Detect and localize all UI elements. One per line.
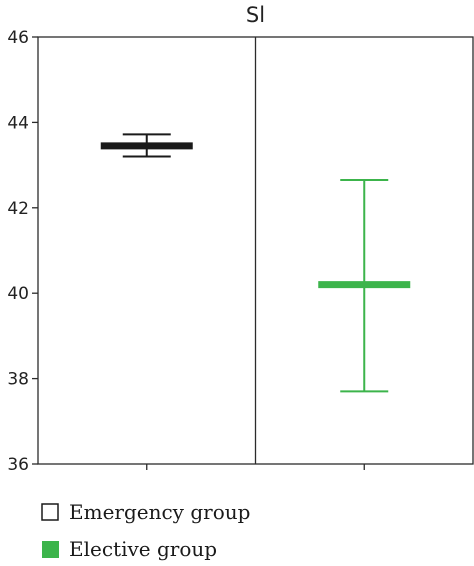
y-tick-label: 44 xyxy=(7,113,29,133)
chart-title: Sl xyxy=(246,3,265,27)
legend-swatch xyxy=(42,541,59,558)
y-tick-label: 40 xyxy=(7,284,29,304)
x-axis xyxy=(146,464,365,470)
legend: Emergency group Elective group xyxy=(41,500,250,561)
y-axis: 36 38 40 42 44 46 xyxy=(7,28,38,475)
error-bar-marks xyxy=(100,133,411,393)
y-tick-label: 46 xyxy=(7,28,29,48)
legend-label: Emergency group xyxy=(69,500,250,524)
y-tick-label: 42 xyxy=(7,199,29,219)
legend-swatch xyxy=(41,503,59,521)
y-tick-label: 36 xyxy=(7,455,29,475)
legend-label: Elective group xyxy=(69,537,217,561)
y-tick-label: 38 xyxy=(7,370,29,390)
